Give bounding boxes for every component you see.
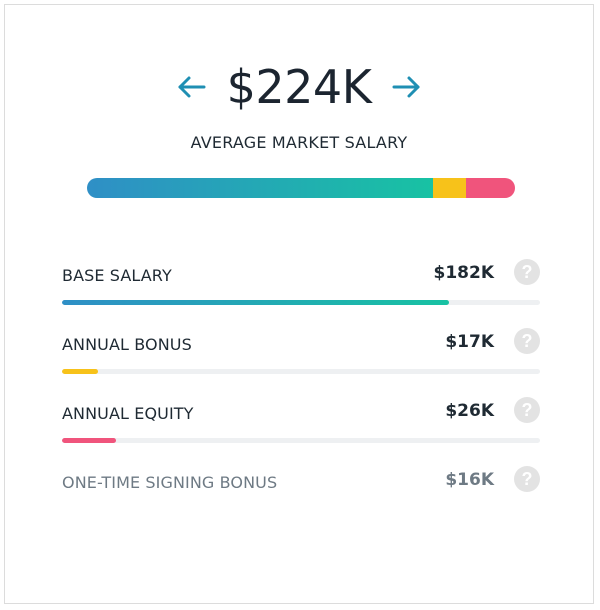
row-annual-bonus: ANNUAL BONUS $17K ? xyxy=(62,322,540,391)
annual-equity-fill xyxy=(62,438,116,443)
next-arrow-button[interactable] xyxy=(385,65,429,109)
question-circle-icon[interactable]: ? xyxy=(514,466,540,492)
average-salary-label: AVERAGE MARKET SALARY xyxy=(190,133,408,152)
question-circle-icon[interactable]: ? xyxy=(514,259,540,285)
base-salary-value: $182K xyxy=(433,263,495,283)
question-circle-icon[interactable]: ? xyxy=(514,328,540,354)
annual-bonus-track xyxy=(62,369,540,374)
annual-bonus-value: $17K xyxy=(445,332,494,352)
annual-equity-track xyxy=(62,438,540,443)
question-circle-icon[interactable]: ? xyxy=(514,397,540,423)
salary-composition-bar xyxy=(87,178,515,198)
summary-segment-base-salary xyxy=(87,178,434,198)
base-salary-fill xyxy=(62,300,450,305)
summary-segment-annual-bonus xyxy=(433,178,466,198)
salary-card: $224K AVERAGE MARKET SALARY BASE SALARY … xyxy=(4,4,594,604)
arrow-left-icon xyxy=(178,76,206,98)
salary-header: $224K xyxy=(5,57,593,117)
row-base-salary: BASE SALARY $182K ? xyxy=(62,253,540,322)
average-salary-value: $224K xyxy=(226,60,372,114)
base-salary-track xyxy=(62,300,540,305)
summary-segment-annual-equity xyxy=(465,178,515,198)
salary-breakdown-list: BASE SALARY $182K ? ANNUAL BONUS $17K ? … xyxy=(62,253,540,529)
arrow-right-icon xyxy=(392,76,420,98)
annual-bonus-label: ANNUAL BONUS xyxy=(62,335,192,354)
row-annual-equity: ANNUAL EQUITY $26K ? xyxy=(62,391,540,460)
row-signing-bonus: ONE-TIME SIGNING BONUS $16K ? xyxy=(62,460,540,529)
base-salary-label: BASE SALARY xyxy=(62,266,172,285)
signing-bonus-label: ONE-TIME SIGNING BONUS xyxy=(62,473,278,492)
annual-equity-value: $26K xyxy=(445,401,494,421)
signing-bonus-value: $16K xyxy=(445,470,494,490)
annual-bonus-fill xyxy=(62,369,99,374)
prev-arrow-button[interactable] xyxy=(169,65,213,109)
annual-equity-label: ANNUAL EQUITY xyxy=(62,404,194,423)
